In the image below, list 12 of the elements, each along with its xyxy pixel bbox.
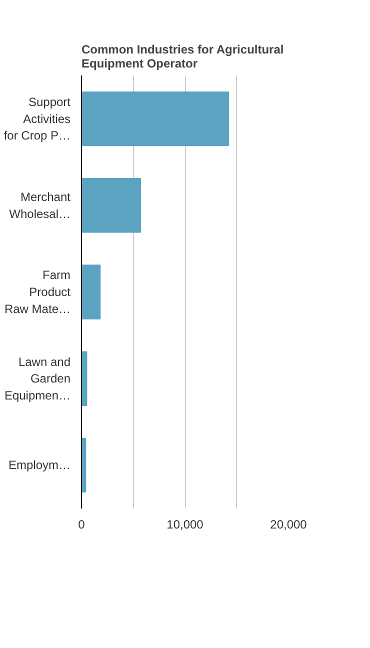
y-tick-label: Lawn and Garden Equipmen… — [4, 354, 71, 402]
y-tick-label: Support Activities for Crop P… — [4, 95, 72, 143]
x-tick-label: 0 — [78, 518, 86, 532]
y-tick-label: Employm… — [8, 458, 71, 472]
y-tick-label: Farm Product Raw Mate… — [4, 268, 72, 316]
x-tick-label: 20,000 — [270, 518, 308, 532]
bar — [82, 91, 229, 146]
bar — [82, 178, 141, 233]
x-tick-label: 10,000 — [166, 518, 204, 532]
chart-title: Common Industries for Agricultural Equipment Operator — [82, 42, 284, 70]
y-tick-label: Merchant Wholesal… — [9, 190, 72, 221]
bar — [82, 264, 101, 320]
